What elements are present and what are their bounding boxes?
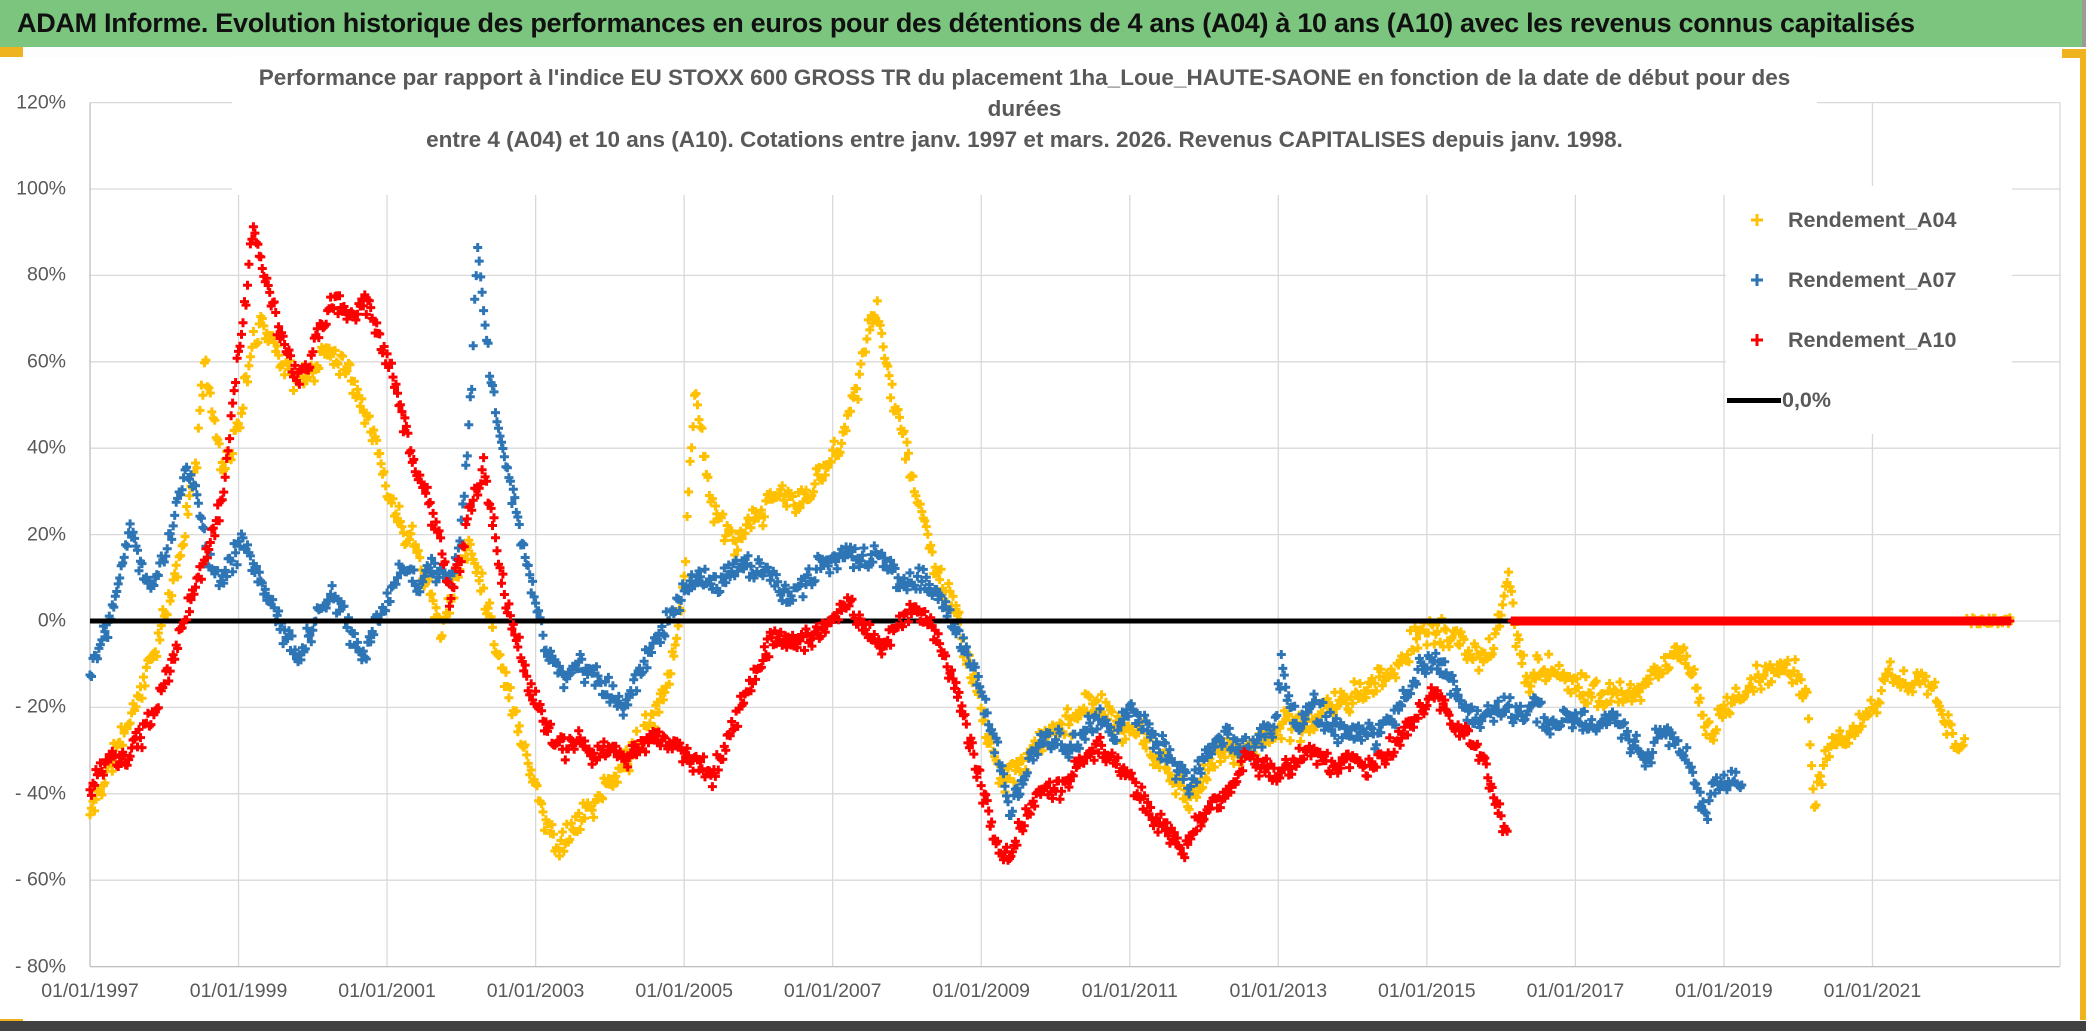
x-axis-label: 01/01/2021 — [1823, 980, 1922, 1002]
y-axis-label: 100% — [16, 177, 66, 200]
y-axis-label: 40% — [26, 436, 66, 459]
x-axis-label: 01/01/2005 — [635, 980, 733, 1002]
x-axis-label: 01/01/2015 — [1378, 980, 1476, 1002]
y-axis-label: - 40% — [15, 782, 66, 805]
x-axis-label: 01/01/1999 — [189, 980, 288, 1002]
bottom-bar — [0, 1021, 2086, 1031]
x-axis-label: 01/01/2003 — [486, 980, 585, 1002]
chart-title-line2: durées — [987, 96, 1062, 121]
legend-label: Rendement_A10 — [1788, 327, 1957, 352]
legend-item-rendement-a10[interactable]: Rendement_A10 — [1726, 310, 2012, 370]
series-rendement-a10[interactable] — [85, 222, 2015, 865]
x-axis-label: 01/01/2019 — [1675, 980, 1773, 1002]
chart-title-line1: Performance par rapport à l'indice EU ST… — [258, 65, 1791, 90]
window-edge — [2082, 0, 2086, 49]
x-axis-label: 01/01/2009 — [932, 980, 1031, 1002]
y-axis-label: 20% — [26, 523, 66, 546]
legend-label: Rendement_A04 — [1788, 207, 1957, 232]
y-axis-label: - 60% — [15, 868, 66, 891]
legend-item-rendement-a07[interactable]: Rendement_A07 — [1726, 250, 2012, 310]
x-axis-label: 01/01/2017 — [1526, 980, 1625, 1002]
x-axis-label: 01/01/2013 — [1229, 980, 1328, 1002]
gold-accent-right-strip — [2080, 64, 2086, 1020]
y-axis-label: 60% — [26, 350, 66, 373]
y-axis-label: - 80% — [15, 955, 66, 978]
plus-marker-icon — [1726, 332, 1788, 348]
y-axis-label: - 20% — [15, 695, 66, 718]
plus-marker-icon — [1726, 272, 1788, 288]
plus-marker-icon — [1726, 212, 1788, 228]
legend-item-rendement-a04[interactable]: Rendement_A04 — [1726, 190, 2012, 250]
chart-title-line3: entre 4 (A04) et 10 ans (A10). Cotations… — [426, 127, 1623, 152]
y-axis-label: 120% — [16, 91, 66, 114]
x-axis-label: 01/01/2007 — [783, 980, 882, 1002]
chart-legend[interactable]: Rendement_A04 Rendement_A07 Rendement_A10 0… — [1726, 186, 2012, 434]
x-axis-label: 01/01/2011 — [1081, 980, 1178, 1002]
x-axis-label: 01/01/1997 — [41, 980, 139, 1002]
banner-title: ADAM Informe. Evolution historique des p… — [0, 0, 2082, 47]
line-marker-icon — [1726, 397, 1782, 403]
legend-label: Rendement_A07 — [1788, 267, 1957, 292]
chart-title: Performance par rapport à l'indice EU ST… — [232, 57, 1817, 195]
y-axis-label: 80% — [26, 263, 66, 286]
legend-label: 0,0% — [1782, 387, 1832, 412]
y-axis-label: 0% — [37, 609, 66, 632]
gold-accent-top-left — [0, 47, 23, 57]
x-axis-label: 01/01/2001 — [338, 980, 436, 1002]
legend-item-0-0-[interactable]: 0,0% — [1726, 370, 2012, 430]
